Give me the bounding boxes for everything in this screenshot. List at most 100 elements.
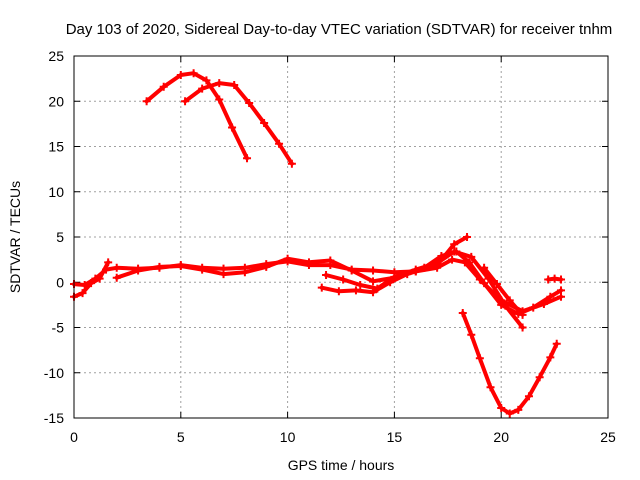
data-point-arc-9-5 xyxy=(505,409,514,418)
data-point-arc-10-2 xyxy=(557,275,566,284)
data-point-arc-5-8 xyxy=(283,254,292,263)
data-point-arc-5-0 xyxy=(112,273,121,282)
y-tick-label: -5 xyxy=(52,320,65,336)
data-point-arc-9-0 xyxy=(458,309,467,318)
data-point-arc-4-3 xyxy=(95,274,104,283)
data-point-arc-6-15 xyxy=(557,286,566,295)
data-point-arc-2-0 xyxy=(181,97,190,106)
data-point-arc-9-10 xyxy=(552,339,561,348)
data-point-arc-8-1 xyxy=(492,280,501,289)
data-point-arc-9-8 xyxy=(535,373,544,382)
data-point-arc-2-5 xyxy=(260,118,269,127)
data-point-arc-5-16 xyxy=(450,240,459,249)
data-point-arc-7-6 xyxy=(433,259,442,268)
data-point-arc-6-13 xyxy=(529,303,538,312)
data-point-arc-3-4 xyxy=(112,263,121,272)
data-point-arc-1-1 xyxy=(159,82,168,91)
y-tick-label: 20 xyxy=(48,93,64,109)
data-point-arc-6-14 xyxy=(546,292,555,301)
data-point-arc-2-2 xyxy=(215,79,224,88)
data-point-arc-1-3 xyxy=(189,69,198,78)
data-point-arc-5-9 xyxy=(304,258,313,267)
data-point-arc-5-6 xyxy=(240,268,249,277)
x-tick-label: 10 xyxy=(280,429,296,445)
x-tick-label: 20 xyxy=(493,429,509,445)
data-point-arc-2-6 xyxy=(275,139,284,148)
data-point-arc-1-6 xyxy=(228,123,237,132)
y-tick-label: 5 xyxy=(56,229,64,245)
data-point-arc-8-2 xyxy=(505,296,514,305)
data-point-arc-9-1 xyxy=(467,330,476,339)
data-point-arc-6-9 xyxy=(465,258,474,267)
data-point-arc-9-2 xyxy=(475,354,484,363)
data-point-arc-6-10 xyxy=(480,279,489,288)
data-point-arc-2-3 xyxy=(230,80,239,89)
tick-layer: 0 5 10 15 20 25 25 20 15 10 5 0 -5 -10 -15 xyxy=(44,48,616,445)
x-axis-label: GPS time / hours xyxy=(288,457,395,473)
data-point-arc-8-3 xyxy=(518,310,527,319)
data-point-arc-6-1 xyxy=(334,287,343,296)
y-tick-label: 10 xyxy=(48,184,64,200)
y-tick-label: 15 xyxy=(48,139,64,155)
data-point-arc-1-0 xyxy=(142,97,151,106)
data-point-arc-9-9 xyxy=(546,353,555,362)
chart-title: Day 103 of 2020, Sidereal Day-to-day VTE… xyxy=(66,21,613,38)
data-point-arc-4-1 xyxy=(78,289,87,298)
data-point-arc-5-12 xyxy=(369,277,378,286)
plot-frame xyxy=(73,55,609,419)
data-point-arc-7-0 xyxy=(322,271,331,280)
y-axis-label: SDTVAR / TECUs xyxy=(7,181,23,293)
data-point-arc-6-0 xyxy=(317,283,326,292)
data-series-arc-8 xyxy=(482,265,525,317)
y-tick-label: 25 xyxy=(48,48,64,64)
data-point-arc-7-10 xyxy=(501,301,510,310)
data-point-arc-7-7 xyxy=(450,247,459,256)
y-tick-label: -10 xyxy=(44,365,64,381)
data-point-arc-4-4 xyxy=(104,258,113,267)
data-point-arc-2-4 xyxy=(245,99,254,108)
data-point-arc-1-4 xyxy=(202,76,211,85)
data-point-arc-5-11 xyxy=(347,266,356,275)
data-point-arc-7-1 xyxy=(339,275,348,284)
data-point-arc-9-3 xyxy=(486,383,495,392)
data-point-arc-7-3 xyxy=(373,284,382,293)
data-point-arc-5-4 xyxy=(198,265,207,274)
x-tick-label: 15 xyxy=(387,429,403,445)
data-point-arc-6-2 xyxy=(351,286,360,295)
data-point-arc-9-7 xyxy=(524,392,533,401)
data-point-arc-5-3 xyxy=(176,261,185,270)
data-point-arc-1-5 xyxy=(215,95,224,104)
data-point-arc-7-11 xyxy=(518,323,527,332)
data-point-arc-5-17 xyxy=(463,233,472,241)
data-point-arc-3-16 xyxy=(369,266,378,275)
data-series-arc-2 xyxy=(183,81,294,166)
data-point-arc-7-8 xyxy=(467,252,476,261)
data-point-arc-7-5 xyxy=(411,265,420,274)
data-point-arc-7-2 xyxy=(356,280,365,289)
data-point-arc-9-4 xyxy=(497,404,506,413)
y-tick-label: 0 xyxy=(56,274,64,290)
data-series-arc-1 xyxy=(144,71,249,161)
grid-layer xyxy=(74,56,608,418)
data-point-arc-5-1 xyxy=(134,266,143,275)
data-series-arc-5 xyxy=(114,235,469,284)
data-point-arc-1-2 xyxy=(176,71,185,80)
data-series-arc-9 xyxy=(460,311,559,416)
x-tick-label: 0 xyxy=(70,429,78,445)
data-point-arc-9-6 xyxy=(514,405,523,414)
data-point-arc-5-7 xyxy=(262,262,271,271)
series-layer xyxy=(70,69,566,418)
data-point-arc-1-7 xyxy=(243,154,252,163)
data-point-arc-2-7 xyxy=(287,159,296,168)
y-tick-label: -15 xyxy=(44,410,64,426)
x-tick-label: 25 xyxy=(600,429,616,445)
data-point-arc-2-1 xyxy=(198,84,207,93)
data-point-arc-7-4 xyxy=(390,272,399,281)
data-point-arc-5-2 xyxy=(155,262,164,271)
data-point-arc-5-5 xyxy=(219,270,228,279)
data-point-arc-4-2 xyxy=(87,279,96,288)
x-tick-label: 5 xyxy=(177,429,185,445)
data-point-arc-8-0 xyxy=(480,263,489,272)
data-point-arc-3-20 xyxy=(448,255,457,264)
